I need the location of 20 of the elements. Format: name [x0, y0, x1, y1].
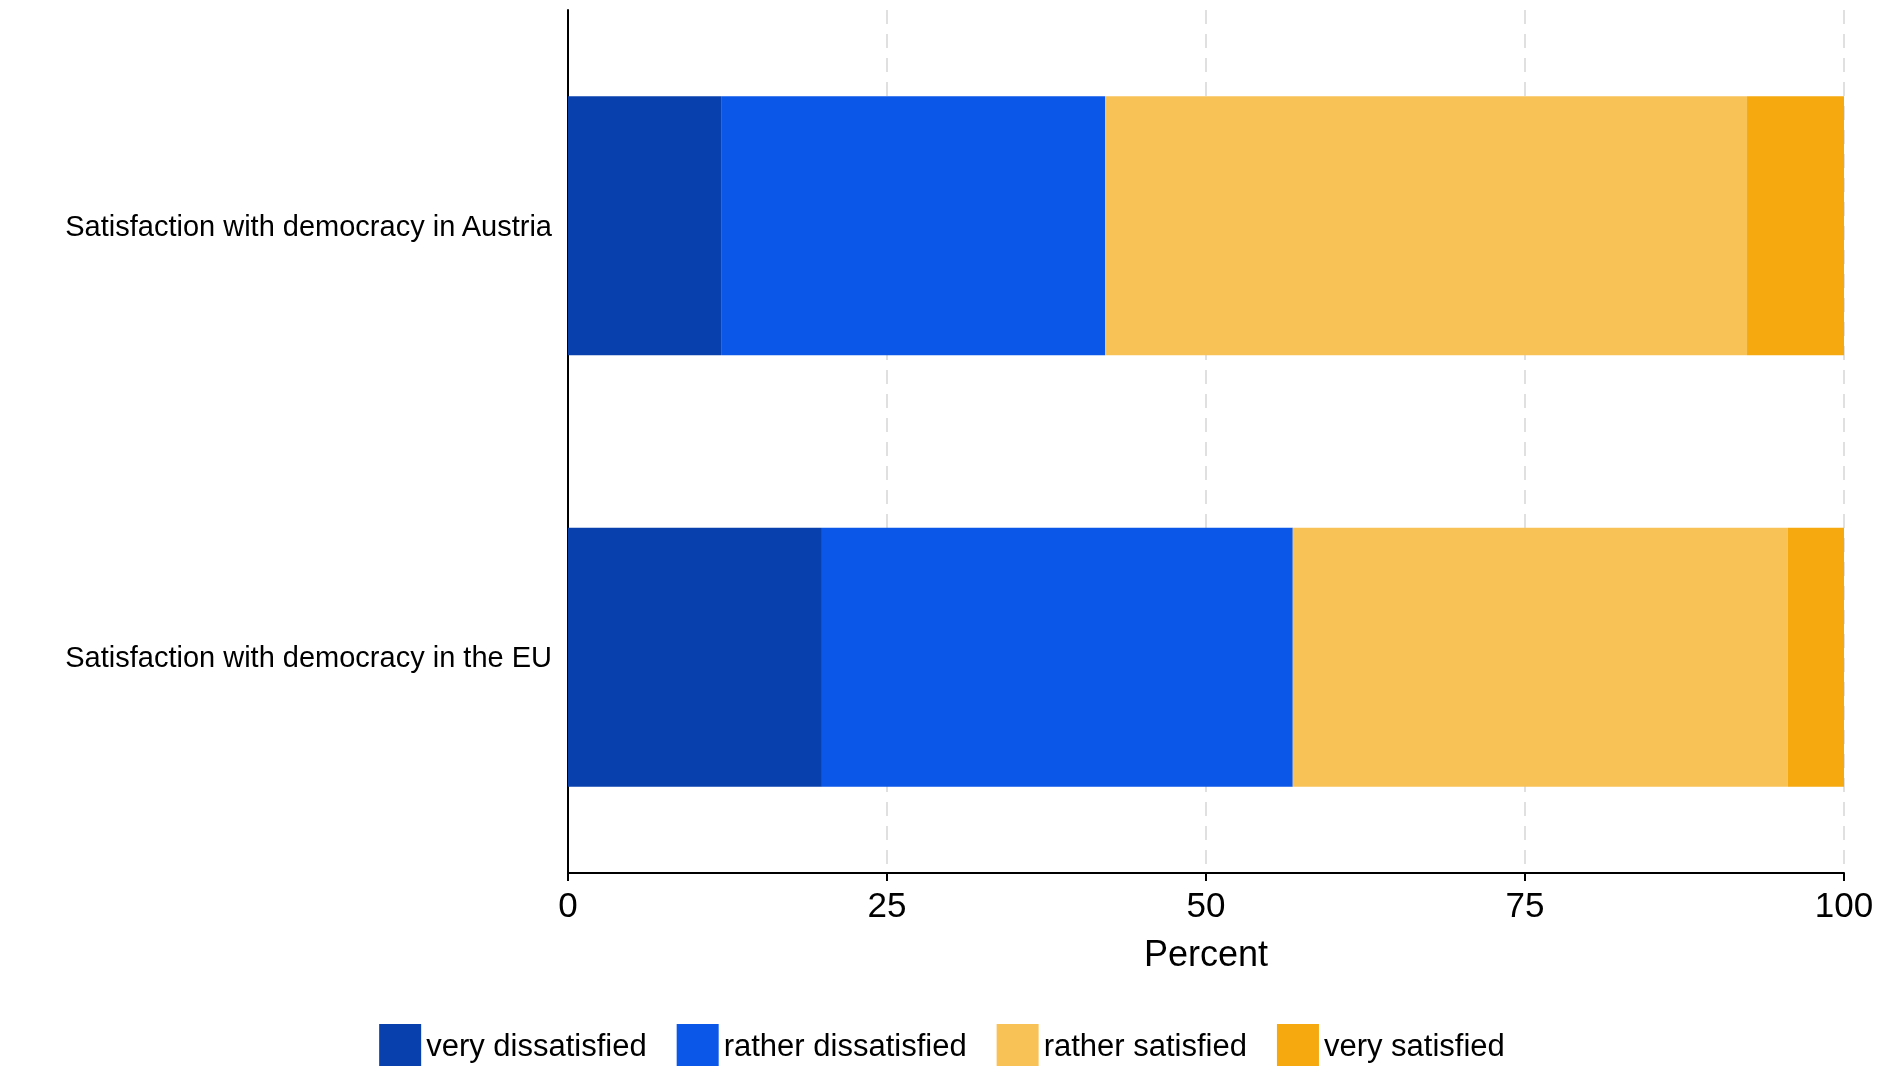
bar: [1292, 527, 1788, 787]
x-tick-label: 25: [867, 885, 907, 924]
bar: [568, 96, 722, 356]
bar: [568, 527, 822, 787]
x-tick-label: 50: [1186, 885, 1226, 924]
bar: [721, 96, 1106, 356]
bar: [1787, 527, 1844, 787]
x-tick-label: 75: [1505, 885, 1545, 924]
legend-label: rather dissatisfied: [723, 1027, 967, 1063]
legend-label: very dissatisfied: [426, 1027, 647, 1063]
y-tick-label: Satisfaction with democracy in the EU: [65, 641, 552, 674]
x-tick-label: 100: [1814, 885, 1874, 924]
legend-label: rather satisfied: [1043, 1027, 1247, 1063]
x-axis-title: Percent: [1143, 932, 1269, 974]
bar: [1105, 96, 1748, 356]
legend-label: very satisfied: [1323, 1027, 1505, 1063]
bar: [1747, 96, 1844, 356]
bar: [821, 527, 1293, 787]
y-tick-label: Satisfaction with democracy in Austria: [65, 209, 553, 242]
x-tick-label: 0: [558, 885, 578, 924]
